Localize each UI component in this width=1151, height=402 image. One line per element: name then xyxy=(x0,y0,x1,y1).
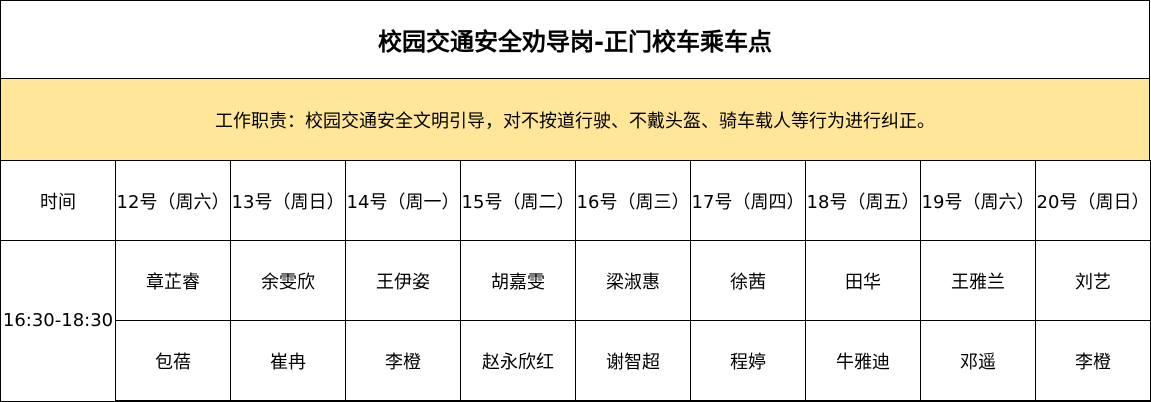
day-header: 15号（周二） xyxy=(460,160,576,241)
day-header: 13号（周日） xyxy=(230,160,346,241)
duty-person: 包蓓 xyxy=(115,320,231,402)
duty-person: 田华 xyxy=(805,240,921,321)
time-header: 时间 xyxy=(0,160,116,241)
duty-person: 谢智超 xyxy=(575,320,691,402)
page-title: 校园交通安全劝导岗-正门校车乘车点 xyxy=(0,0,1150,79)
day-header: 19号（周六） xyxy=(920,160,1036,241)
table-row: 包蓓 崔冉 李橙 赵永欣红 谢智超 程婷 牛雅迪 邓遥 李橙 xyxy=(1,320,1151,402)
duty-person: 王雅兰 xyxy=(920,240,1036,321)
duty-person: 梁淑惠 xyxy=(575,240,691,321)
header-row: 时间 12号（周六） 13号（周日） 14号（周一） 15号（周二） 16号（周… xyxy=(0,160,1151,241)
duty-person: 程婷 xyxy=(690,320,806,402)
day-header: 14号（周一） xyxy=(345,160,461,241)
duty-person: 崔冉 xyxy=(230,320,346,402)
day-header: 16号（周三） xyxy=(575,160,691,241)
duty-person: 刘艺 xyxy=(1035,240,1151,321)
duty-person: 李橙 xyxy=(345,320,461,402)
duty-person: 胡嘉雯 xyxy=(460,240,576,321)
duty-person: 余雯欣 xyxy=(230,240,346,321)
duty-description: 工作职责：校园交通安全文明引导，对不按道行驶、不戴头盔、骑车载人等行为进行纠正。 xyxy=(0,79,1150,160)
day-header: 20号（周日） xyxy=(1035,160,1151,241)
duty-person: 邓遥 xyxy=(920,320,1036,402)
duty-person: 王伊姿 xyxy=(345,240,461,321)
duty-person: 章芷睿 xyxy=(115,240,231,321)
day-header: 12号（周六） xyxy=(115,160,231,241)
duty-person: 李橙 xyxy=(1035,320,1151,402)
day-header: 17号（周四） xyxy=(690,160,806,241)
duty-person: 徐茜 xyxy=(690,240,806,321)
table-row: 16:30-18:30 章芷睿 余雯欣 王伊姿 胡嘉雯 梁淑惠 徐茜 田华 王雅… xyxy=(0,240,1151,402)
day-header: 18号（周五） xyxy=(805,160,921,241)
time-slot: 16:30-18:30 xyxy=(0,240,116,402)
duty-person: 牛雅迪 xyxy=(805,320,921,402)
duty-person: 赵永欣红 xyxy=(460,320,576,402)
schedule-table: 时间 12号（周六） 13号（周日） 14号（周一） 15号（周二） 16号（周… xyxy=(0,160,1151,402)
